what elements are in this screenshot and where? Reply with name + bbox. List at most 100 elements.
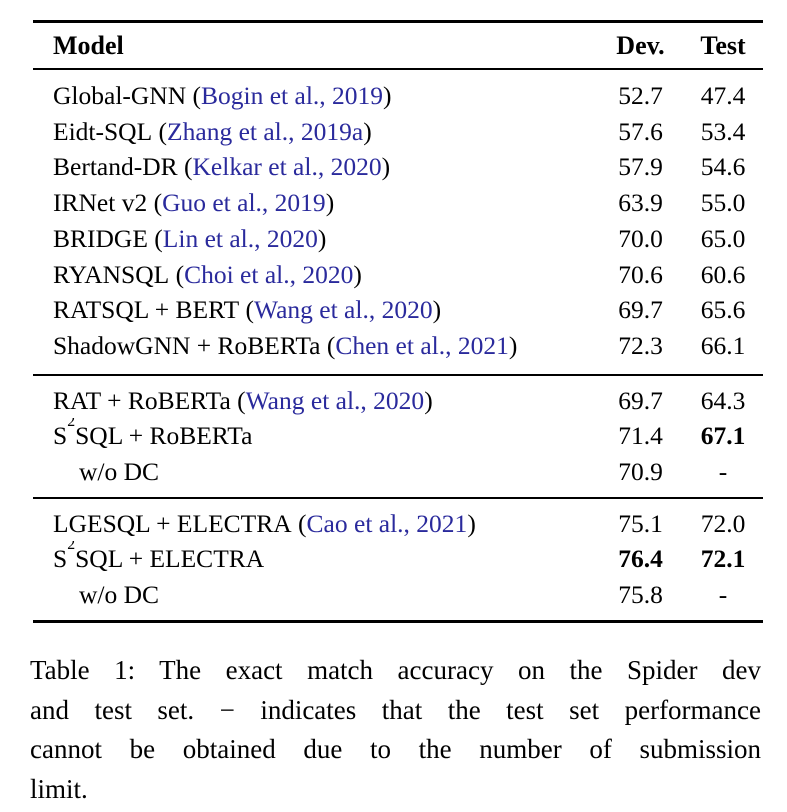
test-value: 66.1 — [700, 330, 746, 360]
model-name: RAT + RoBERTa (Wang et al., 2020) — [33, 383, 598, 419]
model-name: LGESQL + ELECTRA (Cao et al., 2021) — [33, 506, 598, 542]
dev-value: 76.4 — [618, 544, 663, 574]
citation-paren-open: ( — [320, 330, 336, 360]
table-row: Global-GNN (Bogin et al., 2019) 52.7 47.… — [33, 78, 763, 114]
test-value: 72.1 — [700, 544, 746, 574]
model-name: Bertand-DR (Kelkar et al., 2020) — [33, 149, 598, 185]
model-name: w/o DC — [33, 454, 598, 490]
citation-link[interactable]: Choi et al., 2020 — [184, 259, 354, 289]
citation-link[interactable]: Zhang et al., 2019a — [167, 116, 364, 146]
table-row: RAT + RoBERTa (Wang et al., 2020) 69.7 6… — [33, 383, 763, 419]
citation-paren-open: ( — [239, 295, 255, 325]
model-text: RAT + RoBERTa — [53, 385, 231, 415]
table-row: LGESQL + ELECTRA (Cao et al., 2021) 75.1… — [33, 506, 763, 542]
test-value: 47.4 — [700, 81, 746, 110]
model-name: BRIDGE (Lin et al., 2020) — [33, 221, 598, 257]
test-value: - — [718, 580, 728, 610]
test-value: 65.6 — [700, 295, 746, 325]
model-name: S2SQL + ELECTRA — [33, 541, 598, 577]
citation-paren-open: ( — [152, 116, 168, 146]
table-row: IRNet v2 (Guo et al., 2019) 63.9 55.0 — [33, 185, 763, 221]
citation-paren-open: ( — [147, 188, 163, 218]
caption-line: cannot be obtained due to the number of … — [30, 734, 761, 764]
test-value: 67.1 — [700, 421, 746, 451]
model-text: Bertand-DR — [53, 152, 178, 182]
model-text: w/o DC — [79, 457, 160, 487]
dev-value: 71.4 — [618, 421, 663, 451]
model-text: Global-GNN — [53, 81, 187, 110]
test-value: - — [718, 457, 728, 487]
bottom-rule — [33, 619, 763, 623]
dev-value: 70.6 — [618, 259, 663, 289]
model-text: SQL + ELECTRA — [75, 544, 265, 574]
column-header-dev: Dev. — [616, 31, 665, 60]
column-header-test: Test — [700, 31, 746, 60]
top-rule — [33, 20, 763, 23]
citation-paren-open: ( — [177, 152, 193, 182]
dev-value: 57.9 — [618, 152, 663, 182]
citation-paren-close: ) — [383, 81, 392, 110]
model-text: w/o DC — [79, 580, 160, 610]
dev-value: 75.1 — [618, 508, 663, 538]
model-text: S — [53, 421, 68, 451]
citation-link[interactable]: Bogin et al., 2019 — [201, 81, 384, 110]
citation-paren-close: ) — [424, 385, 433, 415]
citation-link[interactable]: Wang et al., 2020 — [245, 385, 425, 415]
model-text: RATSQL + BERT — [53, 295, 240, 325]
citation-link[interactable]: Lin et al., 2020 — [162, 223, 318, 253]
table-row: ShadowGNN + RoBERTa (Chen et al., 2021) … — [33, 328, 763, 364]
model-text: RYANSQL — [53, 259, 170, 289]
model-text: IRNet v2 — [53, 188, 148, 218]
model-superscript: 2 — [67, 418, 76, 431]
model-name: S2SQL + RoBERTa — [33, 418, 598, 454]
citation-link[interactable]: Wang et al., 2020 — [254, 295, 433, 325]
citation-paren-open: ( — [169, 259, 185, 289]
model-name: RYANSQL (Choi et al., 2020) — [33, 257, 598, 293]
dev-value: 57.6 — [618, 116, 663, 146]
model-name: ShadowGNN + RoBERTa (Chen et al., 2021) — [33, 328, 598, 364]
table-header-row: Model Dev. Test — [33, 23, 763, 68]
citation-link[interactable]: Cao et al., 2021 — [306, 508, 468, 538]
model-superscript: 2 — [67, 541, 76, 554]
citation-paren-close: ) — [432, 295, 442, 325]
caption-line: and test set. − indicates that the test … — [30, 694, 761, 725]
citation-paren-close: ) — [381, 152, 391, 182]
section-divider-rule — [33, 373, 763, 376]
table-row: RYANSQL (Choi et al., 2020) 70.6 60.6 — [33, 257, 763, 293]
test-value: 54.6 — [700, 152, 746, 182]
citation-link[interactable]: Chen et al., 2021 — [335, 330, 509, 360]
table-row: w/o DC 75.8 - — [33, 577, 763, 613]
citation-paren-close: ) — [325, 188, 335, 218]
table-section-baselines: Global-GNN (Bogin et al., 2019) 52.7 47.… — [33, 70, 763, 374]
citation-link[interactable]: Guo et al., 2019 — [162, 188, 326, 218]
dev-value: 70.0 — [618, 223, 663, 253]
table-section-electra: LGESQL + ELECTRA (Cao et al., 2021) 75.1… — [33, 499, 763, 620]
caption-line: Table 1: The exact match accuracy on the… — [30, 655, 761, 685]
model-name: Global-GNN (Bogin et al., 2019) — [33, 78, 598, 114]
model-text: SQL + RoBERTa — [75, 421, 253, 451]
table-row: Eidt-SQL (Zhang et al., 2019a) 57.6 53.4 — [33, 114, 763, 150]
dev-value: 70.9 — [618, 457, 663, 487]
dev-value: 63.9 — [618, 188, 663, 218]
citation-paren-open: ( — [186, 81, 202, 110]
model-name: Eidt-SQL (Zhang et al., 2019a) — [33, 114, 598, 150]
dev-value: 75.8 — [618, 580, 663, 610]
model-text: S — [53, 544, 68, 574]
citation-paren-close: ) — [353, 259, 362, 289]
citation-paren-close: ) — [467, 508, 476, 538]
table-section-roberta: RAT + RoBERTa (Wang et al., 2020) 69.7 6… — [33, 376, 763, 497]
test-value: 53.4 — [700, 116, 746, 146]
column-header-model: Model — [53, 31, 124, 60]
table-row: S2SQL + RoBERTa 71.4 67.1 — [33, 418, 763, 454]
dev-value: 52.7 — [618, 81, 663, 110]
table-row: S2SQL + ELECTRA 76.4 72.1 — [33, 541, 763, 577]
citation-link[interactable]: Kelkar et al., 2020 — [192, 152, 382, 182]
model-text: ShadowGNN + RoBERTa — [53, 330, 321, 360]
citation-paren-open: ( — [291, 508, 307, 538]
citation-paren-open: ( — [230, 385, 246, 415]
dev-value: 72.3 — [618, 330, 663, 360]
citation-paren-close: ) — [317, 223, 327, 253]
dev-value: 69.7 — [618, 385, 663, 415]
test-value: 65.0 — [700, 223, 746, 253]
test-value: 60.6 — [700, 259, 746, 289]
